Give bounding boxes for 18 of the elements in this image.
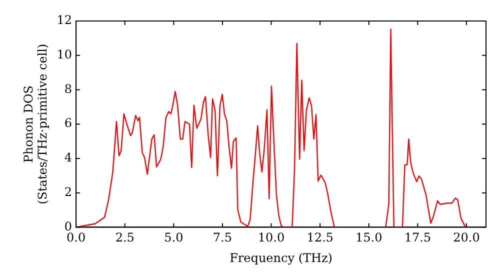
x-tick-label: 10.0 [258, 230, 285, 245]
x-tick-label: 0.0 [66, 230, 86, 245]
y-tick-label: 8 [64, 82, 72, 96]
x-tick-label: 17.5 [404, 230, 432, 245]
y-tick-label: 10 [56, 47, 72, 62]
x-tick-label: 20.0 [453, 230, 480, 245]
x-tick-label: 15.0 [356, 230, 382, 245]
x-axis-title: Frequency (THz) [230, 250, 332, 265]
x-tick-label: 7.5 [212, 230, 232, 245]
y-tick-label: 0 [64, 219, 72, 234]
y-tick-label: 2 [64, 184, 72, 199]
y-tick-label: 6 [64, 116, 72, 130]
y-tick-label: 4 [64, 150, 72, 165]
x-tick-label: 12.5 [306, 230, 334, 245]
y-axis-title: Phonon DOS (States/THz·primitive cell) [21, 44, 50, 204]
y-tick-label: 12 [56, 13, 72, 28]
x-tick-label: 2.5 [115, 230, 134, 245]
x-tick-label: 5.0 [164, 230, 184, 245]
